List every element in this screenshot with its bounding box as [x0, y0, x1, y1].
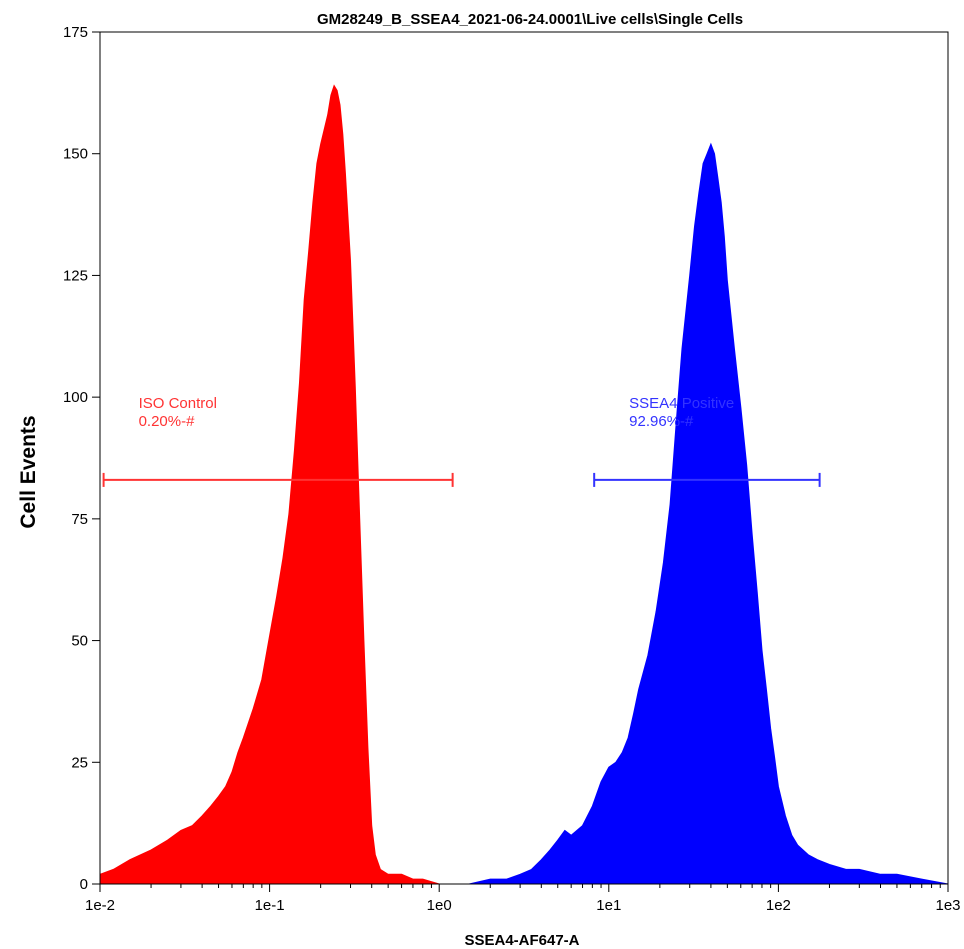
y-tick-label: 175: [63, 24, 88, 41]
gate-label-0: ISO Control: [139, 395, 217, 412]
plot-frame: [99, 31, 949, 885]
y-tick-label: 25: [71, 754, 88, 771]
y-tick-label: 150: [63, 146, 88, 163]
x-axis-label: SSEA4-AF647-A: [464, 932, 579, 949]
y-tick-label: 100: [63, 389, 88, 406]
x-tick-label: 1e1: [596, 897, 621, 914]
x-tick-label: 1e0: [427, 897, 452, 914]
y-tick-label: 75: [71, 511, 88, 528]
gate-stat-1: 92.96%-#: [629, 413, 694, 430]
y-axis: 0 25 50 75 100 125 150 175: [63, 24, 100, 893]
gate-stat-0: 0.20%-#: [139, 413, 196, 430]
x-axis: 1e-2 1e-1 1e0 1e1 1e2 1e3: [85, 884, 961, 914]
x-tick-label: 1e3: [935, 897, 960, 914]
chart-title: GM28249_B_SSEA4_2021-06-24.0001\Live cel…: [317, 11, 743, 28]
x-tick-label: 1e2: [766, 897, 791, 914]
gate-label-1: SSEA4 Positive: [629, 395, 734, 412]
y-tick-label: 50: [71, 633, 88, 650]
y-tick-label: 0: [80, 876, 88, 893]
histogram-series-0: [99, 84, 453, 885]
series-layer: [99, 84, 949, 885]
y-axis-label: Cell Events: [17, 415, 40, 528]
x-tick-label: 1e-1: [255, 897, 285, 914]
y-tick-label: 125: [63, 267, 88, 284]
x-tick-label: 1e-2: [85, 897, 115, 914]
histogram-series-1: [468, 142, 949, 885]
